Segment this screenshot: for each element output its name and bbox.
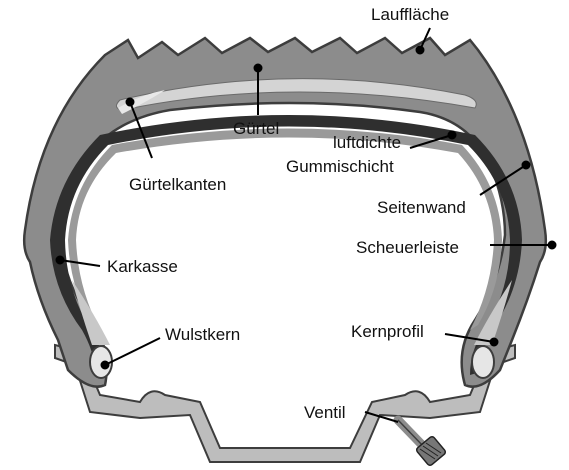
- label-scheuerleiste: Scheuerleiste: [356, 238, 459, 257]
- bead-core-right: [471, 345, 495, 379]
- label-guertelkanten: Gürtelkanten: [129, 175, 226, 194]
- apex-left: [72, 280, 110, 345]
- belt-edge-left: [118, 90, 165, 114]
- label-wulstkern: Wulstkern: [165, 325, 240, 344]
- label-ventil: Ventil: [304, 403, 346, 422]
- inner-liner: [68, 128, 502, 330]
- tire-body: [22, 36, 548, 388]
- label-kernprofil: Kernprofil: [351, 322, 424, 341]
- label-laufflaeche: Lauffläche: [371, 5, 449, 24]
- label-guertel: Gürtel: [233, 119, 279, 138]
- label-luftdichte-line1: luftdichte: [333, 133, 401, 152]
- valve: [393, 415, 447, 467]
- apex-right: [474, 280, 512, 345]
- label-seitenwand: Seitenwand: [377, 198, 466, 217]
- bead-core-left: [89, 345, 113, 379]
- label-karkasse: Karkasse: [107, 257, 178, 276]
- rim: [54, 343, 516, 463]
- leader-lines: [55, 27, 557, 423]
- label-luftdichte-line2: Gummischicht: [286, 157, 394, 176]
